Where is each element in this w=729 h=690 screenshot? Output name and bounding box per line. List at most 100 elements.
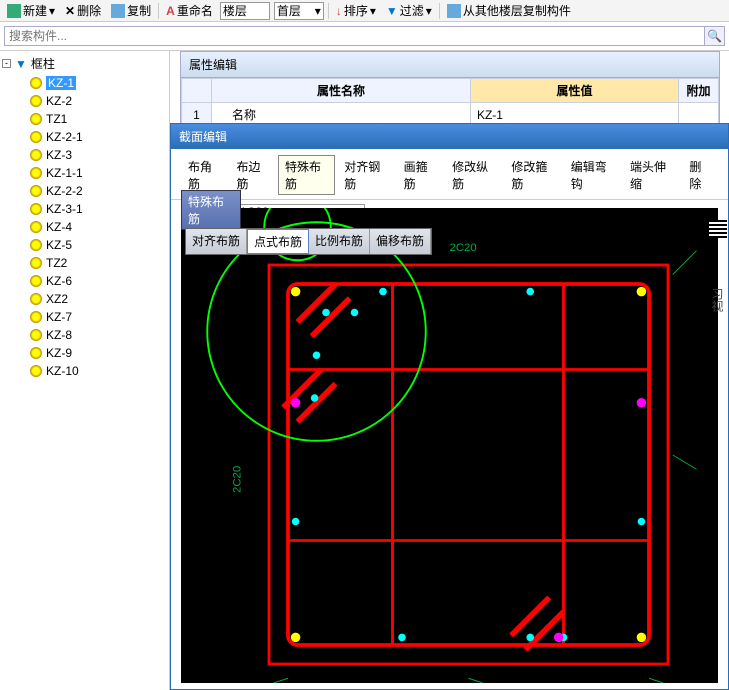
component-icon [30,275,42,287]
sub-toolbar: 对齐布筋点式布筋比例布筋偏移布筋 [185,228,432,255]
tab-布角筋[interactable]: 布角筋 [181,155,227,195]
component-icon [30,95,42,107]
tree-item-kz-10[interactable]: KZ-10 [2,362,167,380]
component-icon [30,347,42,359]
subbtn-比例布筋[interactable]: 比例布筋 [309,229,370,254]
tree-item-label: TZ1 [46,112,67,126]
tree-item-kz-5[interactable]: KZ-5 [2,236,167,254]
copy-button[interactable]: 复制 [108,1,154,20]
tree-item-kz-1[interactable]: KZ-1 [2,74,167,92]
delete-button[interactable]: ✕删除 [62,1,104,20]
tree-item-label: KZ-6 [46,274,72,288]
annot-left: 2C20 [232,466,244,493]
tab-编辑弯钩[interactable]: 编辑弯钩 [564,155,621,195]
float-text: 扫免习视 [709,288,729,312]
tree-item-kz-6[interactable]: KZ-6 [2,272,167,290]
section-tabs: 布角筋布边筋特殊布筋对齐钢筋画箍筋修改纵筋修改箍筋编辑弯钩端头伸缩删除 [171,149,728,200]
component-icon [30,131,42,143]
col-value: 属性值 [470,79,678,103]
search-icon: 🔍 [707,29,722,43]
filter-icon: ▼ [15,57,27,71]
component-icon [30,221,42,233]
tree-item-label: KZ-2-2 [46,184,83,198]
tree-item-xz2[interactable]: XZ2 [2,290,167,308]
tab-删除[interactable]: 删除 [682,155,718,195]
tree-item-label: KZ-1-1 [46,166,83,180]
cad-canvas[interactable]: 特殊布筋 对齐布筋点式布筋比例布筋偏移布筋 [181,208,718,683]
tree-item-label: KZ-3-1 [46,202,83,216]
filter-button[interactable]: ▼过滤▾ [383,1,435,20]
copy-from-floor-button[interactable]: 从其他楼层复制构件 [444,1,574,20]
tree-item-label: KZ-5 [46,238,72,252]
cad-drawing: 2C20 2C20 [181,208,718,683]
tree-item-kz-7[interactable]: KZ-7 [2,308,167,326]
component-icon [30,329,42,341]
tab-特殊布筋[interactable]: 特殊布筋 [278,155,335,195]
tree-item-kz-2[interactable]: KZ-2 [2,92,167,110]
tree-item-label: KZ-2-1 [46,130,83,144]
tree-item-kz-2-2[interactable]: KZ-2-2 [2,182,167,200]
qr-icon[interactable] [709,220,727,238]
component-icon [30,293,42,305]
tree-item-kz-3[interactable]: KZ-3 [2,146,167,164]
component-icon [30,257,42,269]
component-icon [30,77,42,89]
subbar-title: 特殊布筋 [181,190,241,230]
annot-top: 2C20 [450,242,477,254]
search-input[interactable] [4,26,705,46]
component-icon [30,113,42,125]
tree-item-label: KZ-3 [46,148,72,162]
search-button[interactable]: 🔍 [705,26,725,46]
floor-dropdown[interactable]: 楼层 [220,2,270,20]
tree-item-label: KZ-7 [46,310,72,324]
collapse-icon[interactable]: - [2,59,11,68]
tree-item-label: TZ2 [46,256,67,270]
tree-item-label: KZ-2 [46,94,72,108]
subbtn-点式布筋[interactable]: 点式布筋 [247,229,309,254]
main-toolbar: 新建▾ ✕删除 复制 A重命名 楼层 首层▾ ↓排序▾ ▼过滤▾ 从其他楼层复制… [0,0,729,22]
sort-button[interactable]: ↓排序▾ [333,1,379,20]
section-title: 截面编辑 [171,124,728,149]
search-row: 🔍 [0,22,729,51]
component-icon [30,149,42,161]
tab-画箍筋[interactable]: 画箍筋 [397,155,443,195]
tree-item-label: KZ-4 [46,220,72,234]
tree-item-label: KZ-1 [46,76,76,90]
tab-修改纵筋[interactable]: 修改纵筋 [445,155,502,195]
col-extra: 附加 [679,79,719,103]
tab-端头伸缩[interactable]: 端头伸缩 [623,155,680,195]
tree-item-kz-8[interactable]: KZ-8 [2,326,167,344]
tab-布边筋[interactable]: 布边筋 [229,155,275,195]
section-editor: 截面编辑 布角筋布边筋特殊布筋对齐钢筋画箍筋修改纵筋修改箍筋编辑弯钩端头伸缩删除… [170,123,729,690]
floor-sel-dropdown[interactable]: 首层▾ [274,2,324,20]
subbtn-偏移布筋[interactable]: 偏移布筋 [370,229,431,254]
tree-root[interactable]: - ▼ 框柱 [2,53,167,74]
right-float: 扫免习视 [709,220,729,312]
tree-item-label: KZ-8 [46,328,72,342]
tree-root-label: 框柱 [31,55,55,72]
component-tree: - ▼ 框柱 KZ-1 KZ-2 TZ1 KZ-2-1 KZ-3 KZ-1-1 KZ-2-2… [0,51,170,690]
tree-item-label: KZ-10 [46,364,79,378]
tree-item-label: XZ2 [46,292,68,306]
tree-item-kz-4[interactable]: KZ-4 [2,218,167,236]
tree-item-tz1[interactable]: TZ1 [2,110,167,128]
component-icon [30,167,42,179]
tree-item-kz-9[interactable]: KZ-9 [2,344,167,362]
tree-item-kz-3-1[interactable]: KZ-3-1 [2,200,167,218]
property-title: 属性编辑 [181,52,719,78]
tab-修改箍筋[interactable]: 修改箍筋 [504,155,561,195]
tree-item-kz-1-1[interactable]: KZ-1-1 [2,164,167,182]
tab-对齐钢筋[interactable]: 对齐钢筋 [337,155,394,195]
tree-item-tz2[interactable]: TZ2 [2,254,167,272]
component-icon [30,185,42,197]
component-icon [30,239,42,251]
subbtn-对齐布筋[interactable]: 对齐布筋 [186,229,247,254]
new-button[interactable]: 新建▾ [4,1,58,20]
tree-item-kz-2-1[interactable]: KZ-2-1 [2,128,167,146]
tree-item-label: KZ-9 [46,346,72,360]
rename-button[interactable]: A重命名 [163,1,216,20]
component-icon [30,311,42,323]
component-icon [30,203,42,215]
component-icon [30,365,42,377]
col-name: 属性名称 [212,79,471,103]
